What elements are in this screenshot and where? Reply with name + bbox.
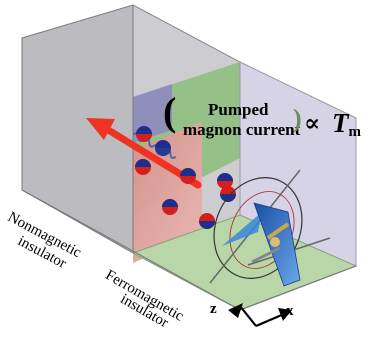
temperature-symbol-subscript: m [348, 124, 362, 140]
magnon-sphere [155, 140, 171, 156]
axis-x-label: x [286, 303, 294, 319]
temperature-symbol: Tm [332, 110, 361, 140]
magnon-sphere [162, 199, 178, 215]
magnon-sphere [135, 159, 151, 175]
magnon-current-arrowhead [86, 118, 115, 140]
magnon-sphere [180, 168, 196, 184]
axis-z-label: z [210, 301, 217, 317]
nonmagnetic-block-left-face [21, 4, 134, 254]
spin-precession-icon [209, 169, 331, 287]
formula-open-paren: ( [163, 89, 177, 134]
magnon-sphere [199, 213, 215, 229]
coordinate-axes [228, 303, 292, 328]
magnon-sphere [136, 126, 152, 142]
proportional-symbol: ∝ [304, 111, 321, 137]
magnon-current-label: magnon current [183, 120, 301, 139]
magnon-sphere [220, 186, 236, 202]
formula-close-paren: ) [293, 104, 302, 133]
magnon-spheres [135, 126, 236, 229]
pumped-label: Pumped [208, 100, 269, 119]
temperature-symbol-main: T [332, 108, 349, 138]
magnon-sphere [217, 173, 233, 189]
